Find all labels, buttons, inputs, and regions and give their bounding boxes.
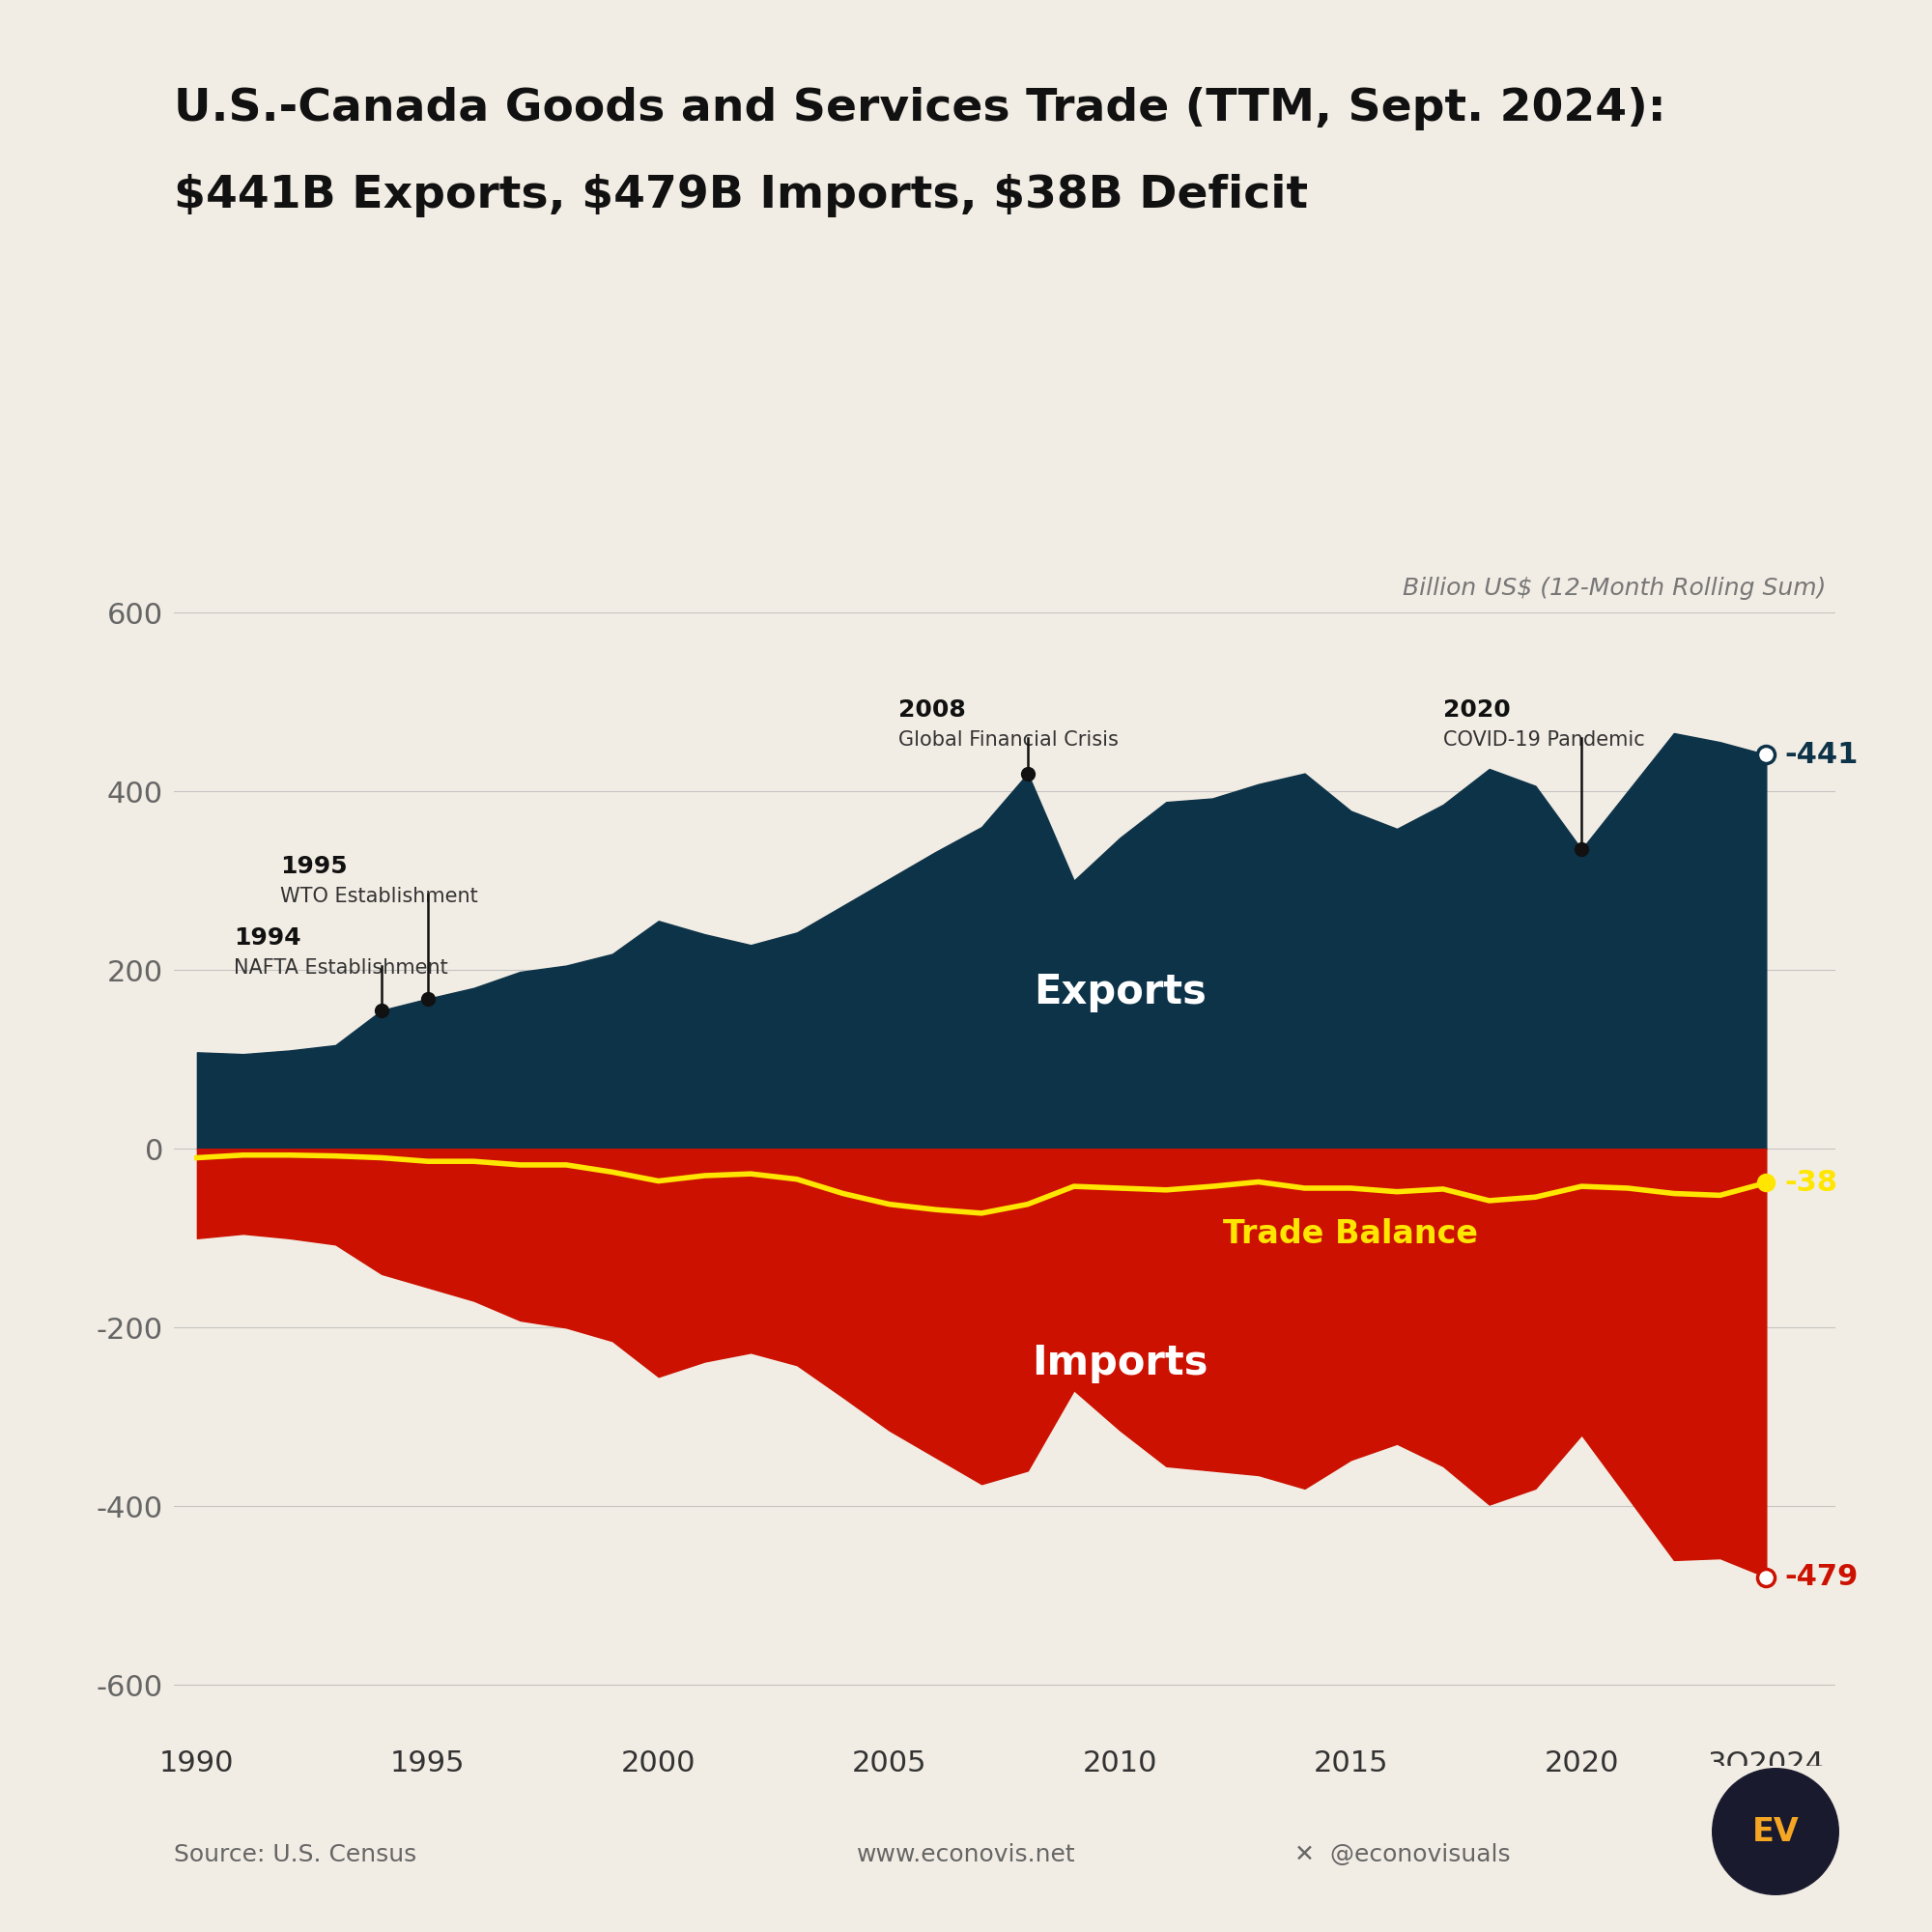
Text: 1994: 1994 xyxy=(234,925,301,949)
Text: ✕  @econovisuals: ✕ @econovisuals xyxy=(1294,1843,1511,1866)
Text: -441: -441 xyxy=(1785,740,1859,769)
Text: 1995: 1995 xyxy=(280,854,348,877)
Text: $441B Exports, $479B Imports, $38B Deficit: $441B Exports, $479B Imports, $38B Defic… xyxy=(174,174,1308,216)
Text: COVID-19 Pandemic: COVID-19 Pandemic xyxy=(1443,730,1644,750)
Text: NAFTA Establishment: NAFTA Establishment xyxy=(234,958,448,978)
Text: 2008: 2008 xyxy=(898,697,966,721)
Text: Exports: Exports xyxy=(1034,972,1206,1012)
Text: www.econovis.net: www.econovis.net xyxy=(856,1843,1076,1866)
Text: EV: EV xyxy=(1752,1816,1799,1847)
Text: Billion US$ (12-Month Rolling Sum): Billion US$ (12-Month Rolling Sum) xyxy=(1403,578,1826,601)
Text: Source: U.S. Census: Source: U.S. Census xyxy=(174,1843,417,1866)
Circle shape xyxy=(1712,1768,1839,1895)
Text: Imports: Imports xyxy=(1032,1343,1208,1383)
Text: Global Financial Crisis: Global Financial Crisis xyxy=(898,730,1119,750)
Text: WTO Establishment: WTO Establishment xyxy=(280,887,477,906)
Text: U.S.-Canada Goods and Services Trade (TTM, Sept. 2024):: U.S.-Canada Goods and Services Trade (TT… xyxy=(174,87,1665,131)
Text: -38: -38 xyxy=(1785,1169,1837,1196)
Text: Trade Balance: Trade Balance xyxy=(1223,1217,1478,1250)
Text: 2020: 2020 xyxy=(1443,697,1511,721)
Text: -479: -479 xyxy=(1785,1563,1859,1592)
